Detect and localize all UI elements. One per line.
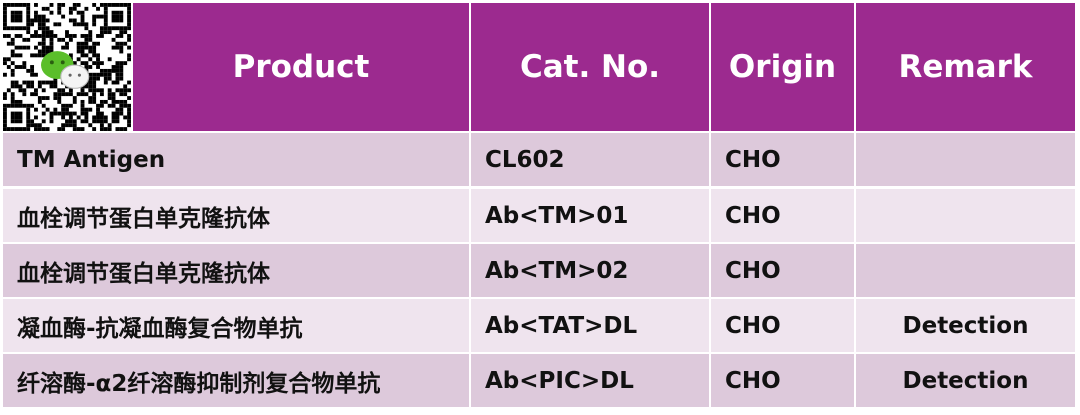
table-cell-cat-no: CL602 bbox=[471, 133, 709, 186]
cell-text: Ab<TM>02 bbox=[485, 257, 629, 284]
table-cell-remark: Detection bbox=[856, 299, 1075, 352]
header-product: Product bbox=[133, 3, 469, 131]
header-cat-no-label: Cat. No. bbox=[519, 49, 661, 85]
header-origin: Origin bbox=[711, 3, 854, 131]
table-cell-cat-no: Ab<PIC>DL bbox=[471, 354, 709, 407]
table-cell-product: 血栓调节蛋白单克隆抗体 bbox=[3, 189, 469, 242]
table-cell-origin: CHO bbox=[711, 189, 854, 242]
header-origin-label: Origin bbox=[728, 49, 837, 85]
table-cell-origin: CHO bbox=[711, 244, 854, 297]
cell-text: Ab<TM>01 bbox=[485, 202, 629, 229]
cell-text: CHO bbox=[725, 202, 781, 229]
table-cell-origin: CHO bbox=[711, 354, 854, 407]
cell-text: Detection bbox=[902, 312, 1029, 339]
header-product-label: Product bbox=[232, 49, 370, 85]
cell-text: Detection bbox=[902, 367, 1029, 394]
cell-text: Ab<PIC>DL bbox=[485, 367, 634, 394]
cell-text: CHO bbox=[725, 257, 781, 284]
cell-text: CHO bbox=[725, 146, 781, 173]
table-cell-remark: Detection bbox=[856, 354, 1075, 407]
cell-text: TM Antigen bbox=[17, 146, 166, 173]
wechat-logo-icon bbox=[41, 51, 90, 89]
header-remark: Remark bbox=[856, 3, 1075, 131]
cell-text: CHO bbox=[725, 312, 781, 339]
cell-text: 血栓调节蛋白单克隆抗体 bbox=[17, 260, 270, 287]
table-cell-cat-no: Ab<TM>02 bbox=[471, 244, 709, 297]
table-cell-origin: CHO bbox=[711, 299, 854, 352]
table-cell-remark bbox=[856, 244, 1075, 297]
cell-text: 凝血酶-抗凝血酶复合物单抗 bbox=[17, 315, 303, 342]
table-cell-product: 纤溶酶-α2纤溶酶抑制剂复合物单抗 bbox=[3, 354, 469, 407]
header-remark-label: Remark bbox=[898, 49, 1033, 85]
table-cell-remark bbox=[856, 133, 1075, 186]
table-cell-product: 凝血酶-抗凝血酶复合物单抗 bbox=[3, 299, 469, 352]
table-cell-remark bbox=[856, 189, 1075, 242]
table-cell-origin: CHO bbox=[711, 133, 854, 186]
table-cell-product: 血栓调节蛋白单克隆抗体 bbox=[3, 244, 469, 297]
table-cell-product: TM Antigen bbox=[3, 133, 469, 186]
cell-text: 纤溶酶-α2纤溶酶抑制剂复合物单抗 bbox=[17, 370, 381, 397]
cell-text: Ab<TAT>DL bbox=[485, 312, 638, 339]
table-cell-cat-no: Ab<TM>01 bbox=[471, 189, 709, 242]
wechat-qr-code-icon bbox=[3, 3, 131, 131]
table-cell-cat-no: Ab<TAT>DL bbox=[471, 299, 709, 352]
header-cat-no: Cat. No. bbox=[471, 3, 709, 131]
cell-text: CL602 bbox=[485, 146, 565, 173]
cell-text: CHO bbox=[725, 367, 781, 394]
cell-text: 血栓调节蛋白单克隆抗体 bbox=[17, 205, 270, 232]
